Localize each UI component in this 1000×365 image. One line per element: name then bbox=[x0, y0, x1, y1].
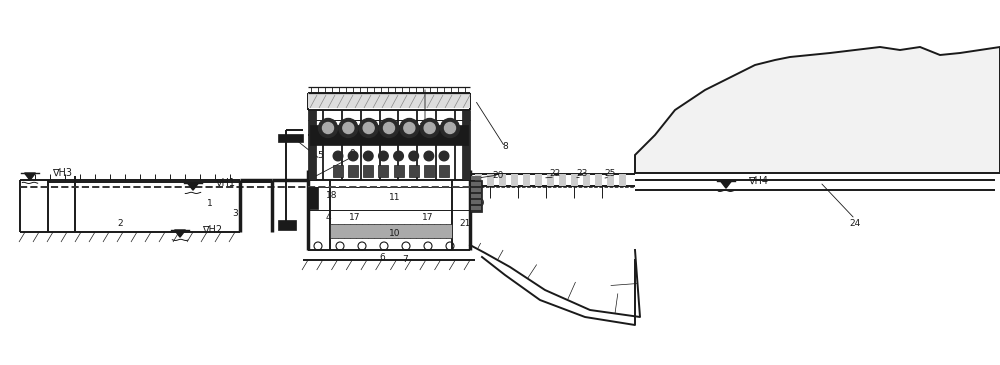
Text: 22: 22 bbox=[549, 169, 561, 177]
Circle shape bbox=[404, 123, 415, 134]
Circle shape bbox=[348, 151, 358, 161]
Text: 10: 10 bbox=[389, 228, 401, 238]
Bar bbox=[278, 220, 296, 230]
Bar bbox=[471, 200, 481, 204]
Text: 17: 17 bbox=[422, 212, 434, 222]
Text: 19: 19 bbox=[474, 199, 486, 207]
Bar bbox=[308, 110, 316, 180]
Bar bbox=[470, 180, 482, 212]
Bar bbox=[471, 188, 481, 192]
Bar bbox=[308, 187, 318, 209]
Bar bbox=[471, 182, 481, 186]
Circle shape bbox=[339, 119, 358, 138]
Circle shape bbox=[359, 119, 378, 138]
Circle shape bbox=[379, 151, 388, 161]
Text: 21: 21 bbox=[459, 219, 471, 227]
Text: 17: 17 bbox=[349, 212, 361, 222]
Polygon shape bbox=[24, 173, 36, 180]
Circle shape bbox=[343, 123, 354, 134]
Bar bbox=[394, 165, 404, 177]
Bar bbox=[547, 174, 554, 186]
Circle shape bbox=[424, 123, 435, 134]
Bar bbox=[583, 174, 590, 186]
Bar bbox=[310, 125, 468, 145]
Bar bbox=[424, 165, 434, 177]
Bar bbox=[595, 174, 602, 186]
Polygon shape bbox=[187, 183, 198, 190]
Bar bbox=[330, 224, 452, 238]
Bar bbox=[439, 165, 449, 177]
Text: 1: 1 bbox=[207, 199, 213, 207]
Text: ∇H3: ∇H3 bbox=[52, 168, 72, 178]
Text: 25: 25 bbox=[604, 169, 616, 177]
Circle shape bbox=[424, 151, 434, 161]
Bar bbox=[523, 174, 530, 186]
Bar bbox=[619, 174, 626, 186]
Circle shape bbox=[409, 151, 419, 161]
Bar bbox=[487, 174, 494, 186]
Circle shape bbox=[380, 119, 398, 138]
Text: 18: 18 bbox=[326, 191, 338, 200]
Text: 24: 24 bbox=[849, 219, 861, 227]
Polygon shape bbox=[720, 181, 732, 188]
Text: ∇H2: ∇H2 bbox=[202, 225, 222, 235]
Text: ∇H4: ∇H4 bbox=[748, 176, 768, 186]
Text: 8: 8 bbox=[502, 142, 508, 151]
Bar bbox=[471, 176, 481, 180]
Bar bbox=[499, 174, 506, 186]
Text: 16: 16 bbox=[419, 123, 431, 131]
Bar bbox=[571, 174, 578, 186]
Text: 20: 20 bbox=[492, 170, 504, 180]
Text: ∇H1: ∇H1 bbox=[215, 178, 235, 188]
Circle shape bbox=[439, 151, 449, 161]
Text: 3: 3 bbox=[232, 208, 238, 218]
Text: 2: 2 bbox=[117, 219, 123, 227]
Bar bbox=[409, 165, 419, 177]
Circle shape bbox=[363, 151, 373, 161]
Bar bbox=[363, 165, 373, 177]
Circle shape bbox=[318, 119, 338, 138]
Circle shape bbox=[333, 151, 343, 161]
Bar bbox=[607, 174, 614, 186]
Circle shape bbox=[420, 119, 439, 138]
Circle shape bbox=[322, 123, 334, 134]
Bar bbox=[278, 134, 303, 142]
Text: 23: 23 bbox=[576, 169, 588, 177]
Bar bbox=[471, 206, 481, 210]
Bar bbox=[535, 174, 542, 186]
Circle shape bbox=[394, 151, 403, 161]
Bar bbox=[511, 174, 518, 186]
Text: 11: 11 bbox=[389, 192, 401, 201]
Text: 5: 5 bbox=[317, 150, 323, 160]
Bar bbox=[475, 174, 482, 186]
Polygon shape bbox=[175, 230, 185, 237]
Bar bbox=[333, 165, 343, 177]
Text: 7: 7 bbox=[402, 254, 408, 264]
Circle shape bbox=[363, 123, 374, 134]
Circle shape bbox=[440, 119, 460, 138]
Circle shape bbox=[400, 119, 419, 138]
Text: 4: 4 bbox=[325, 212, 331, 222]
Bar bbox=[308, 93, 470, 108]
Bar bbox=[559, 174, 566, 186]
Bar bbox=[378, 165, 388, 177]
Polygon shape bbox=[635, 47, 1000, 173]
Circle shape bbox=[384, 123, 394, 134]
Text: 9: 9 bbox=[349, 149, 355, 158]
Bar bbox=[471, 194, 481, 198]
Circle shape bbox=[444, 123, 456, 134]
Bar bbox=[462, 110, 470, 180]
Bar bbox=[348, 165, 358, 177]
Text: 6: 6 bbox=[379, 253, 385, 261]
